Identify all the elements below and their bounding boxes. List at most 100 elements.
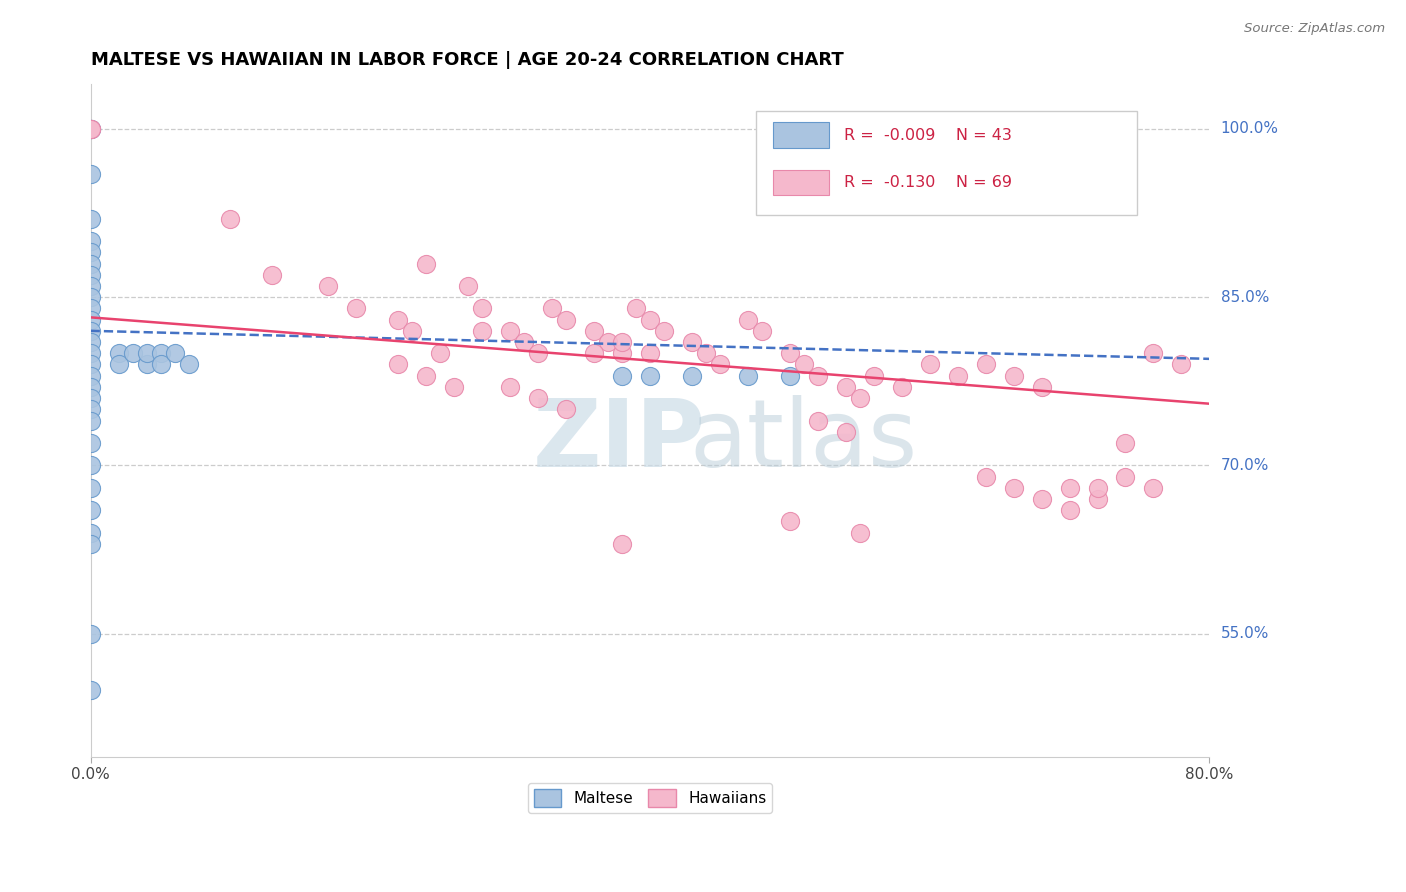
Text: Source: ZipAtlas.com: Source: ZipAtlas.com — [1244, 22, 1385, 36]
Point — [555, 312, 578, 326]
Point — [79, 503, 101, 517]
Point — [79, 290, 101, 304]
Point — [79, 358, 101, 372]
Point — [527, 391, 550, 405]
Point — [79, 211, 101, 226]
Point — [79, 256, 101, 270]
Point — [79, 380, 101, 394]
Point — [79, 346, 101, 360]
Point — [79, 334, 101, 349]
Point — [79, 525, 101, 540]
Point — [583, 346, 606, 360]
Point — [1114, 469, 1136, 483]
Point — [583, 324, 606, 338]
Point — [79, 481, 101, 495]
Point — [610, 368, 633, 383]
Text: 55.0%: 55.0% — [1220, 626, 1268, 641]
Point — [79, 122, 101, 136]
Point — [862, 368, 884, 383]
Point — [638, 346, 661, 360]
Point — [527, 346, 550, 360]
Point — [79, 402, 101, 417]
Point — [79, 268, 101, 282]
Point — [652, 324, 675, 338]
Point — [737, 368, 759, 383]
Point — [1087, 491, 1109, 506]
Point — [638, 312, 661, 326]
Point — [163, 346, 186, 360]
Point — [149, 346, 172, 360]
FancyBboxPatch shape — [773, 169, 830, 195]
Point — [443, 380, 465, 394]
Point — [499, 324, 522, 338]
Point — [779, 346, 801, 360]
Point — [79, 458, 101, 473]
Point — [974, 358, 997, 372]
Point — [79, 122, 101, 136]
Point — [79, 122, 101, 136]
Point — [793, 358, 815, 372]
Point — [79, 436, 101, 450]
Point — [499, 380, 522, 394]
Point — [751, 324, 773, 338]
Point — [1002, 368, 1025, 383]
Point — [737, 312, 759, 326]
Point — [1170, 358, 1192, 372]
Point — [1002, 481, 1025, 495]
Point — [1031, 380, 1053, 394]
Point — [415, 368, 437, 383]
Point — [79, 368, 101, 383]
Point — [457, 279, 479, 293]
Point — [779, 368, 801, 383]
Point — [79, 245, 101, 260]
Point — [262, 268, 284, 282]
Point — [918, 358, 941, 372]
Point — [624, 301, 647, 316]
Point — [79, 312, 101, 326]
Point — [709, 358, 731, 372]
Point — [1114, 436, 1136, 450]
Point — [849, 391, 872, 405]
Point — [471, 324, 494, 338]
Point — [79, 626, 101, 640]
Text: 100.0%: 100.0% — [1220, 121, 1278, 136]
Point — [121, 346, 143, 360]
Point — [596, 334, 619, 349]
Point — [513, 334, 536, 349]
Point — [1059, 503, 1081, 517]
Point — [135, 358, 157, 372]
Legend: Maltese, Hawaiians: Maltese, Hawaiians — [527, 783, 772, 814]
Point — [610, 334, 633, 349]
Point — [219, 211, 242, 226]
Text: R =  -0.130    N = 69: R = -0.130 N = 69 — [844, 175, 1011, 190]
Point — [387, 358, 409, 372]
Point — [1087, 481, 1109, 495]
Point — [471, 301, 494, 316]
Point — [946, 368, 969, 383]
Point — [149, 358, 172, 372]
Point — [387, 312, 409, 326]
Point — [415, 256, 437, 270]
Point — [107, 346, 129, 360]
Point — [79, 413, 101, 427]
Text: atlas: atlas — [689, 395, 918, 487]
Point — [79, 682, 101, 697]
Point — [835, 425, 858, 439]
Point — [79, 301, 101, 316]
Point — [401, 324, 423, 338]
Point — [177, 358, 200, 372]
Point — [1142, 481, 1164, 495]
Point — [79, 391, 101, 405]
Point — [890, 380, 912, 394]
Point — [79, 234, 101, 248]
Point — [429, 346, 451, 360]
Point — [135, 346, 157, 360]
Point — [681, 368, 703, 383]
Point — [541, 301, 564, 316]
Point — [681, 334, 703, 349]
Point — [779, 515, 801, 529]
Point — [79, 279, 101, 293]
Point — [79, 122, 101, 136]
Text: 70.0%: 70.0% — [1220, 458, 1268, 473]
Point — [555, 402, 578, 417]
